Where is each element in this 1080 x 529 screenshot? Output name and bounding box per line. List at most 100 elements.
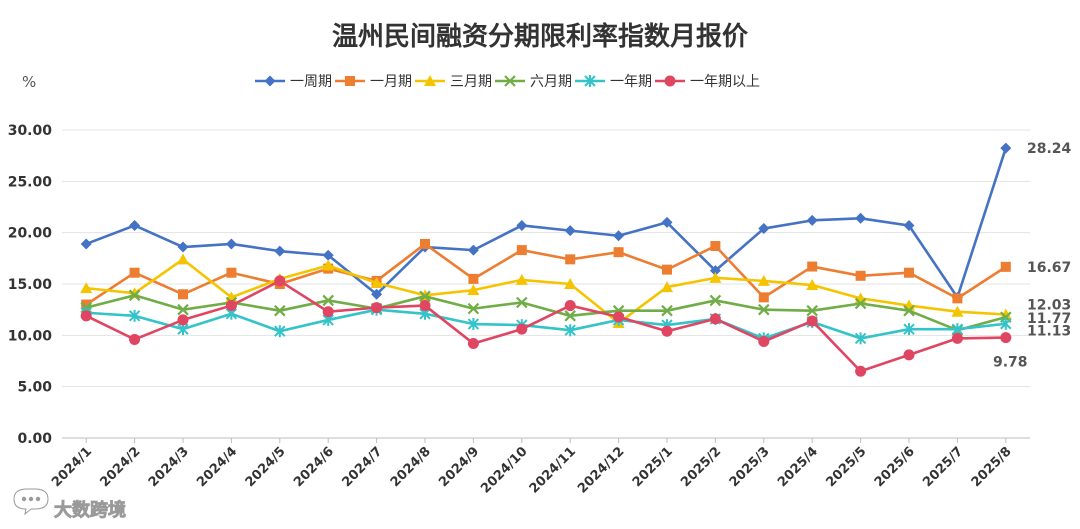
data-point bbox=[854, 332, 867, 345]
end-value-label: 16.67 bbox=[1027, 260, 1071, 276]
data-point bbox=[709, 294, 722, 307]
data-point bbox=[177, 303, 189, 316]
x-tick-label: 2025/6 bbox=[872, 444, 918, 490]
series-group bbox=[80, 142, 1012, 377]
data-point bbox=[80, 238, 92, 250]
series-line bbox=[85, 147, 1008, 299]
end-value-label: 9.78 bbox=[993, 355, 1028, 371]
x-tick-label: 2024/10 bbox=[478, 444, 530, 496]
data-point bbox=[661, 304, 673, 317]
data-point bbox=[516, 245, 527, 256]
data-point bbox=[564, 324, 576, 337]
series-line bbox=[85, 293, 1007, 332]
data-point bbox=[1000, 332, 1012, 344]
x-tick-label: 2024/2 bbox=[97, 444, 143, 490]
data-point bbox=[468, 273, 479, 284]
data-point bbox=[80, 282, 93, 294]
legend-item: 一年期以上 bbox=[655, 74, 760, 90]
legend-marker bbox=[345, 76, 355, 86]
data-point bbox=[1000, 317, 1012, 330]
data-point bbox=[225, 300, 237, 312]
data-point bbox=[855, 212, 867, 224]
data-point bbox=[855, 270, 866, 281]
series-line bbox=[86, 258, 1006, 325]
legend-marker bbox=[584, 75, 596, 87]
data-point bbox=[274, 325, 286, 338]
data-point bbox=[128, 289, 141, 302]
series-line bbox=[85, 279, 1006, 373]
data-point bbox=[177, 314, 189, 326]
data-point bbox=[806, 304, 818, 317]
data-point bbox=[322, 306, 334, 318]
data-point bbox=[516, 296, 528, 309]
legend: 一周期 一月期 三月期 六月期 一年期 一年期以上 bbox=[255, 74, 760, 90]
data-point bbox=[322, 259, 335, 271]
data-point bbox=[710, 241, 721, 252]
data-point bbox=[613, 247, 624, 258]
data-point bbox=[81, 299, 92, 310]
x-tick-label: 2025/7 bbox=[920, 444, 966, 490]
data-point bbox=[564, 278, 577, 289]
data-point bbox=[225, 238, 237, 250]
chart-title: 温州民间融资分期限利率指数月报价 bbox=[332, 21, 749, 52]
data-point bbox=[758, 303, 770, 316]
data-point bbox=[129, 267, 140, 278]
legend-label: 一年期 bbox=[610, 74, 652, 90]
y-tick-label: 20.00 bbox=[8, 226, 53, 242]
data-point bbox=[758, 335, 770, 347]
series-1 bbox=[81, 238, 1011, 310]
data-point bbox=[709, 271, 722, 283]
x-axis: 2024/1 2024/2 2024/3 2024/4 2024/5 2024/6 2024… bbox=[49, 438, 1015, 497]
data-point bbox=[370, 276, 383, 288]
data-point bbox=[613, 311, 625, 323]
data-point bbox=[709, 313, 721, 325]
x-tick-label: 2024/6 bbox=[291, 444, 337, 490]
data-point bbox=[371, 302, 383, 314]
data-point bbox=[613, 230, 625, 242]
data-point bbox=[757, 274, 770, 286]
data-point bbox=[420, 238, 430, 249]
legend-label: 一月期 bbox=[370, 74, 412, 90]
grid bbox=[62, 129, 1030, 439]
legend-item: 一周期 bbox=[255, 74, 332, 90]
data-point bbox=[903, 349, 915, 361]
data-point bbox=[129, 333, 141, 345]
data-point bbox=[515, 273, 528, 285]
legend-marker bbox=[664, 75, 676, 87]
series-5 bbox=[80, 275, 1012, 377]
data-point bbox=[758, 292, 769, 303]
x-tick-label: 2024/9 bbox=[436, 444, 482, 490]
legend-item: 三月期 bbox=[415, 74, 492, 90]
end-value-label: 11.13 bbox=[1027, 324, 1071, 340]
data-point bbox=[564, 300, 576, 312]
legend-label: 一周期 bbox=[290, 74, 332, 90]
data-point bbox=[226, 267, 237, 278]
data-point bbox=[855, 365, 867, 377]
y-tick-label: 25.00 bbox=[8, 174, 53, 190]
y-tick-label: 10.00 bbox=[8, 328, 53, 344]
data-point bbox=[904, 267, 914, 278]
data-point bbox=[951, 332, 963, 344]
data-point bbox=[951, 305, 964, 317]
data-point bbox=[952, 293, 963, 304]
y-axis: 0.00 5.00 10.00 15.00 20.00 25.00 30.00 bbox=[8, 123, 53, 447]
data-point bbox=[758, 223, 770, 235]
data-point bbox=[564, 225, 576, 237]
y-tick-label: 5.00 bbox=[17, 380, 52, 396]
legend-marker bbox=[264, 75, 276, 87]
x-tick-label: 2025/2 bbox=[678, 444, 724, 490]
series-line bbox=[85, 242, 1007, 306]
x-tick-label: 2024/7 bbox=[339, 444, 385, 490]
legend-label: 六月期 bbox=[530, 74, 572, 90]
data-point bbox=[806, 315, 818, 327]
x-tick-label: 2025/3 bbox=[727, 444, 773, 490]
end-value-label: 12.03 bbox=[1027, 297, 1071, 313]
data-point bbox=[419, 300, 431, 312]
x-tick-label: 2024/4 bbox=[194, 444, 240, 490]
watermark-text: 大数跨境 bbox=[54, 499, 126, 521]
data-point bbox=[467, 338, 479, 350]
x-tick-label: 2025/4 bbox=[775, 444, 821, 490]
legend-label: 一年期以上 bbox=[690, 74, 760, 90]
